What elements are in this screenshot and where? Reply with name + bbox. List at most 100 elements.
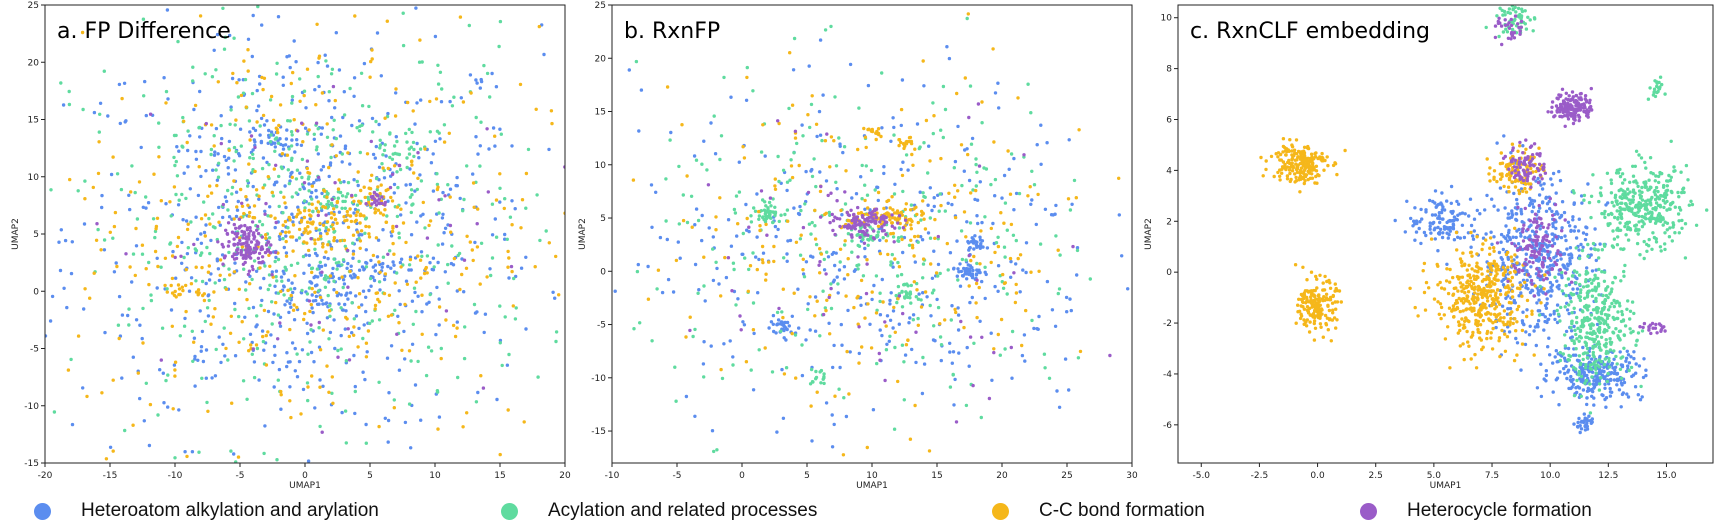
data-point xyxy=(1570,379,1574,384)
data-point xyxy=(410,299,415,303)
data-point xyxy=(364,224,368,229)
data-point xyxy=(397,231,401,235)
data-point xyxy=(95,222,99,226)
data-point xyxy=(838,142,842,146)
data-point xyxy=(297,227,302,232)
data-point xyxy=(221,262,225,266)
data-point xyxy=(818,215,823,219)
data-point xyxy=(776,318,781,322)
data-point xyxy=(755,192,759,196)
data-point xyxy=(1578,430,1582,435)
data-point xyxy=(111,378,115,382)
data-point xyxy=(346,225,351,229)
data-point xyxy=(193,354,197,359)
data-point xyxy=(301,254,306,259)
data-point xyxy=(1581,388,1586,392)
data-point xyxy=(936,193,940,197)
data-point xyxy=(790,103,795,107)
data-point xyxy=(188,187,192,191)
data-point xyxy=(751,301,756,305)
data-point xyxy=(127,323,131,327)
data-point xyxy=(975,261,979,266)
data-point xyxy=(237,287,241,291)
data-point xyxy=(1598,354,1602,359)
data-point xyxy=(1632,311,1636,316)
data-point xyxy=(436,260,440,265)
data-point xyxy=(395,170,399,174)
data-point xyxy=(842,225,847,229)
data-point xyxy=(801,134,805,138)
data-point xyxy=(353,14,357,18)
data-point xyxy=(970,136,975,141)
data-point xyxy=(814,184,818,189)
data-point xyxy=(311,299,316,303)
data-point xyxy=(772,329,776,334)
data-point xyxy=(975,315,979,320)
data-point xyxy=(220,253,225,257)
data-point xyxy=(1638,253,1642,257)
data-point xyxy=(915,281,919,286)
data-point xyxy=(992,350,996,355)
data-point xyxy=(507,352,511,357)
data-point xyxy=(288,327,292,332)
data-point xyxy=(335,199,340,204)
data-point xyxy=(270,300,274,304)
data-point xyxy=(1117,176,1121,180)
data-point xyxy=(420,332,424,336)
data-point xyxy=(1619,187,1623,191)
data-point xyxy=(945,45,949,49)
data-point xyxy=(474,115,478,120)
data-point xyxy=(424,373,429,378)
data-point xyxy=(1562,210,1567,215)
data-point xyxy=(308,217,312,221)
y-tick-label: -10 xyxy=(24,402,39,412)
data-point xyxy=(1515,197,1519,202)
data-point xyxy=(691,334,695,339)
data-point xyxy=(1582,193,1587,198)
data-point xyxy=(1683,256,1688,260)
data-point xyxy=(174,276,178,280)
data-point xyxy=(1653,221,1658,225)
data-point xyxy=(224,158,228,162)
data-point xyxy=(305,67,310,71)
data-point xyxy=(957,351,961,355)
data-point xyxy=(385,214,389,218)
data-point xyxy=(794,376,798,380)
data-point xyxy=(688,315,692,319)
data-point xyxy=(886,252,890,257)
data-point xyxy=(1644,185,1649,189)
data-point xyxy=(948,341,952,345)
data-point xyxy=(298,77,302,81)
data-point xyxy=(162,76,166,80)
data-point xyxy=(332,236,337,240)
data-point xyxy=(1616,316,1620,321)
data-point xyxy=(1652,190,1657,194)
data-point xyxy=(690,225,694,229)
data-point xyxy=(818,271,822,275)
data-point xyxy=(337,178,341,182)
data-point xyxy=(307,299,312,303)
data-point xyxy=(377,300,382,304)
data-point xyxy=(1581,231,1586,235)
data-point xyxy=(366,329,371,333)
data-point xyxy=(956,328,961,332)
data-point xyxy=(192,242,196,247)
data-point xyxy=(655,287,659,291)
data-point xyxy=(343,409,348,413)
data-point xyxy=(273,259,277,264)
data-point xyxy=(343,274,347,278)
data-point xyxy=(318,378,322,382)
data-point xyxy=(903,207,907,212)
data-point xyxy=(919,235,923,239)
data-point xyxy=(930,276,935,280)
data-point xyxy=(92,110,97,115)
data-point xyxy=(915,122,920,126)
data-point xyxy=(230,401,234,405)
data-point xyxy=(240,201,244,205)
data-point xyxy=(269,214,273,218)
data-point xyxy=(478,164,482,168)
data-point xyxy=(705,168,709,172)
data-point xyxy=(317,228,322,232)
data-point xyxy=(216,175,221,179)
data-point xyxy=(773,213,777,218)
